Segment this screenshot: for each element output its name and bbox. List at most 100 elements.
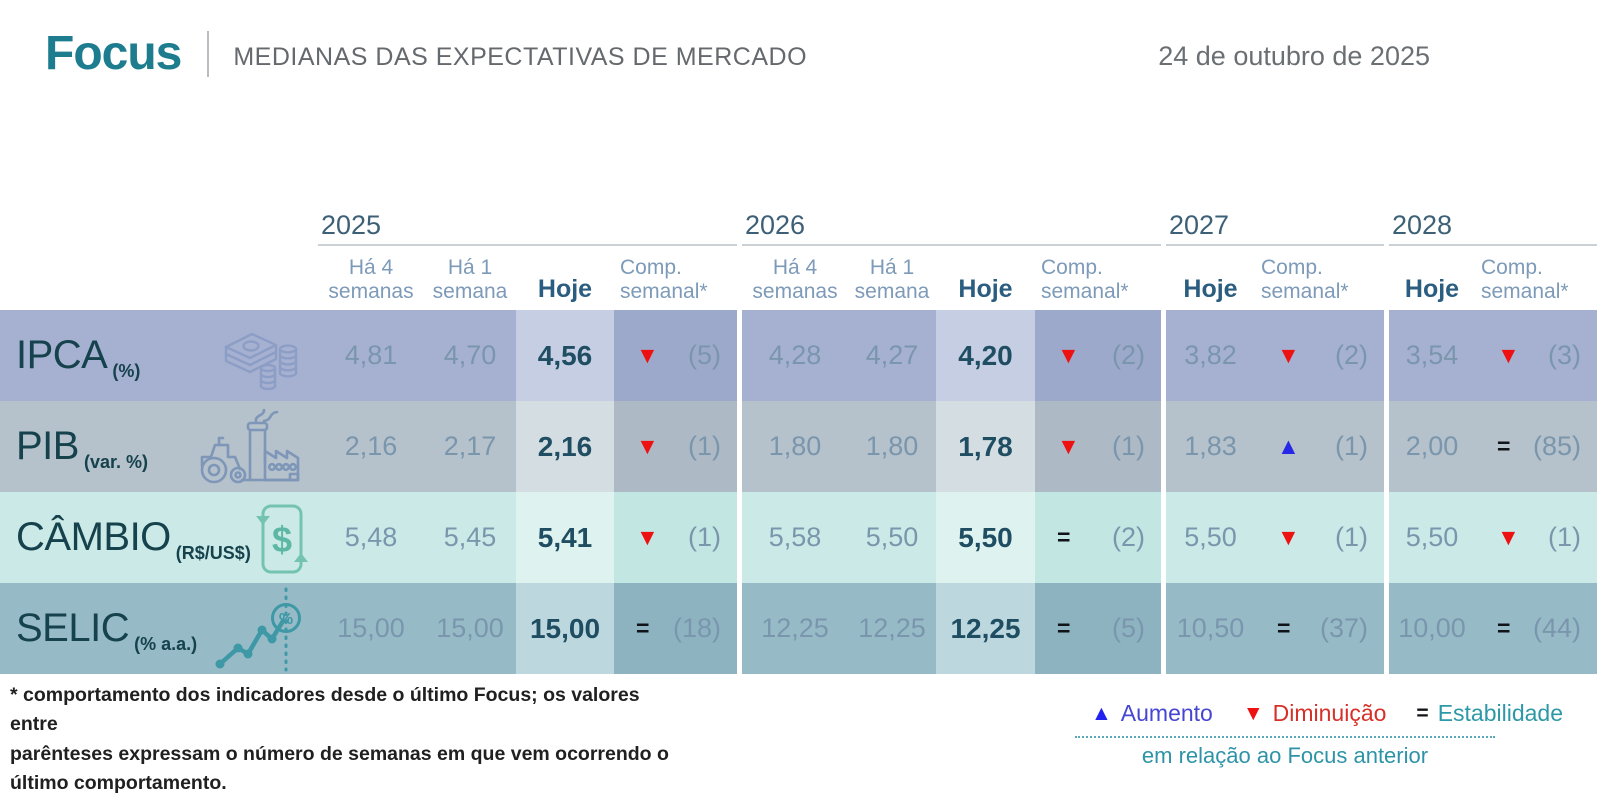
group-divider <box>1161 492 1166 583</box>
tractor-factory-icon <box>192 404 304 490</box>
trend-cell: ▼ (5) <box>614 310 737 401</box>
up-arrow-icon: ▲ <box>1091 702 1112 725</box>
table-row-cambio: CÂMBIO (R$/US$) $ 5,48 5,45 5,41 ▼ (1) <box>0 492 1600 583</box>
trend-arrow-icon: ▼ <box>636 342 659 368</box>
footnote-line: * comportamento dos indicadores desde o … <box>10 684 640 736</box>
trend-arrow-icon: ▼ <box>1497 342 1520 368</box>
year-label-2025: 2025 <box>318 206 737 246</box>
value-cell: 5,50 <box>1389 492 1475 583</box>
trend-cell: = (37) <box>1255 583 1384 674</box>
trend-cell: ▼ (1) <box>1035 401 1161 492</box>
col-header-ha1: Há 1 semana <box>854 255 930 303</box>
col-header-hoje: Hoje <box>1183 275 1238 303</box>
trend-weeks-count: (2) <box>1112 340 1145 370</box>
hoje-value-cell: 12,25 <box>936 583 1035 674</box>
trend-arrow-icon: = <box>1057 615 1071 641</box>
hoje-value-cell: 4,56 <box>516 310 614 401</box>
value-cell: 15,00 <box>424 583 516 674</box>
group-divider <box>737 310 742 401</box>
col-header-comp: Comp. semanal* <box>1261 255 1349 303</box>
group-divider <box>1161 401 1166 492</box>
currency-exchange-cycle-icon: $ <box>251 498 315 578</box>
indicator-unit: (%) <box>112 361 141 381</box>
legend-label: Diminuição <box>1272 700 1387 726</box>
trend-cell: ▼ (1) <box>1255 492 1384 583</box>
trend-cell: ▼ (1) <box>1475 492 1597 583</box>
value-cell: 5,45 <box>424 492 516 583</box>
value-cell: 15,00 <box>318 583 424 674</box>
equals-icon: = <box>1416 702 1429 725</box>
trend-arrow-icon: = <box>1497 433 1511 459</box>
indicator-name: PIB <box>16 424 79 468</box>
value-cell: 12,25 <box>848 583 936 674</box>
trend-arrow-icon: = <box>1057 524 1071 550</box>
col-header-ha4: Há 4 semanas <box>752 255 838 303</box>
group-divider <box>737 401 742 492</box>
row-label-pib: PIB (var. %) <box>0 401 318 492</box>
year-label-2026: 2026 <box>742 206 1161 246</box>
trend-cell: = (44) <box>1475 583 1597 674</box>
trend-arrow-icon: ▲ <box>1277 433 1300 459</box>
report-date: 24 de outubro de 2025 <box>1158 41 1430 71</box>
year-row: 2025 2026 2027 2028 <box>0 206 1600 246</box>
value-cell: 2,16 <box>318 401 424 492</box>
trend-weeks-count: (37) <box>1319 613 1368 643</box>
legend-label: Estabilidade <box>1437 700 1563 726</box>
expectations-table: 2025 2026 2027 2028 Há 4 semanas Há 1 se… <box>0 206 1600 674</box>
trend-weeks-count: (2) <box>1112 522 1145 552</box>
trend-arrow-icon: = <box>1497 615 1511 641</box>
value-cell: 5,50 <box>1166 492 1255 583</box>
group-divider <box>737 583 742 674</box>
trend-weeks-count: (1) <box>1335 522 1368 552</box>
trend-cell: ▲ (1) <box>1255 401 1384 492</box>
trend-weeks-count: (1) <box>1548 522 1581 552</box>
indicator-unit: (R$/US$) <box>175 543 251 563</box>
trend-weeks-count: (44) <box>1532 613 1581 643</box>
hoje-value-cell: 1,78 <box>936 401 1035 492</box>
value-cell: 1,83 <box>1166 401 1255 492</box>
value-cell: 10,50 <box>1166 583 1255 674</box>
column-headers: Há 4 semanas Há 1 semana Hoje Comp. sema… <box>0 246 1600 310</box>
trend-cell: ▼ (3) <box>1475 310 1597 401</box>
value-cell: 3,54 <box>1389 310 1475 401</box>
trend-weeks-count: (5) <box>1112 613 1145 643</box>
footnote-line: último comportamento. <box>10 771 227 794</box>
footnote-line: parênteses expressam o número de semanas… <box>10 742 669 765</box>
hoje-value-cell: 4,20 <box>936 310 1035 401</box>
table-edge <box>1597 492 1600 583</box>
trend-weeks-count: (3) <box>1548 340 1581 370</box>
row-label-selic: SELIC (% a.a.) % <box>0 583 318 674</box>
value-cell: 10,00 <box>1389 583 1475 674</box>
trend-cell: ▼ (1) <box>614 492 737 583</box>
hoje-value-cell: 15,00 <box>516 583 614 674</box>
value-cell: 5,58 <box>742 492 848 583</box>
value-cell: 4,70 <box>424 310 516 401</box>
group-divider <box>1161 583 1166 674</box>
value-cell: 1,80 <box>848 401 936 492</box>
svg-text:$: $ <box>272 519 292 560</box>
legend-items: ▲ Aumento ▼ Diminuição = Estabilidade <box>1075 700 1563 727</box>
trend-weeks-count: (85) <box>1532 431 1581 461</box>
col-header-hoje: Hoje <box>1404 275 1460 303</box>
indicator-name: IPCA <box>16 333 108 377</box>
trend-cell: = (5) <box>1035 583 1161 674</box>
table-row-pib: PIB (var. %) <box>0 401 1600 492</box>
trend-arrow-icon: = <box>636 615 650 641</box>
col-header-comp: Comp. semanal* <box>1041 255 1129 303</box>
trend-arrow-icon: ▼ <box>636 433 659 459</box>
group-divider <box>1384 401 1389 492</box>
trend-weeks-count: (1) <box>688 522 721 552</box>
value-cell: 4,28 <box>742 310 848 401</box>
trend-arrow-icon: ▼ <box>636 524 659 550</box>
value-cell: 4,27 <box>848 310 936 401</box>
value-cell: 3,82 <box>1166 310 1255 401</box>
year-label-2027: 2027 <box>1166 206 1384 246</box>
focus-logo: Focus <box>45 27 182 80</box>
logo-divider <box>207 30 210 77</box>
banknotes-coins-icon <box>218 320 304 392</box>
trend-cell: ▼ (1) <box>614 401 737 492</box>
trend-weeks-count: (5) <box>688 340 721 370</box>
hoje-value-cell: 5,50 <box>936 492 1035 583</box>
trend-weeks-count: (2) <box>1335 340 1368 370</box>
